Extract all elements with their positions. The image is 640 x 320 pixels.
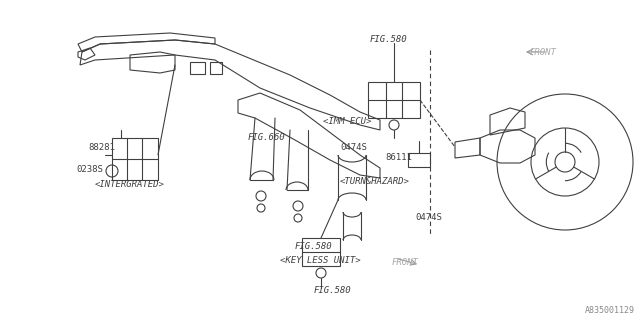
Text: FRONT: FRONT: [392, 258, 419, 267]
Text: 86111: 86111: [385, 153, 412, 162]
Bar: [112, 138, 158, 180]
Text: A835001129: A835001129: [585, 306, 635, 315]
Text: 0474S: 0474S: [415, 213, 442, 222]
Text: FIG.660: FIG.660: [248, 133, 285, 142]
Text: <TURN&HAZARD>: <TURN&HAZARD>: [340, 177, 410, 186]
Text: <KEY LESS UNIT>: <KEY LESS UNIT>: [280, 256, 360, 265]
Text: <INTERGRATED>: <INTERGRATED>: [95, 180, 165, 189]
Bar: [302, 238, 340, 266]
Bar: [190, 62, 205, 74]
Text: FIG.580: FIG.580: [314, 286, 351, 295]
Text: FIG.580: FIG.580: [295, 242, 333, 251]
Bar: [368, 82, 420, 118]
Bar: [210, 62, 222, 74]
Text: FRONT: FRONT: [530, 48, 557, 57]
Bar: [408, 153, 430, 167]
Text: <IMM ECU>: <IMM ECU>: [323, 117, 371, 126]
Text: FIG.580: FIG.580: [370, 35, 408, 44]
Text: 0238S: 0238S: [76, 165, 103, 174]
Text: 0474S: 0474S: [340, 143, 367, 152]
Text: 88281: 88281: [88, 143, 115, 152]
